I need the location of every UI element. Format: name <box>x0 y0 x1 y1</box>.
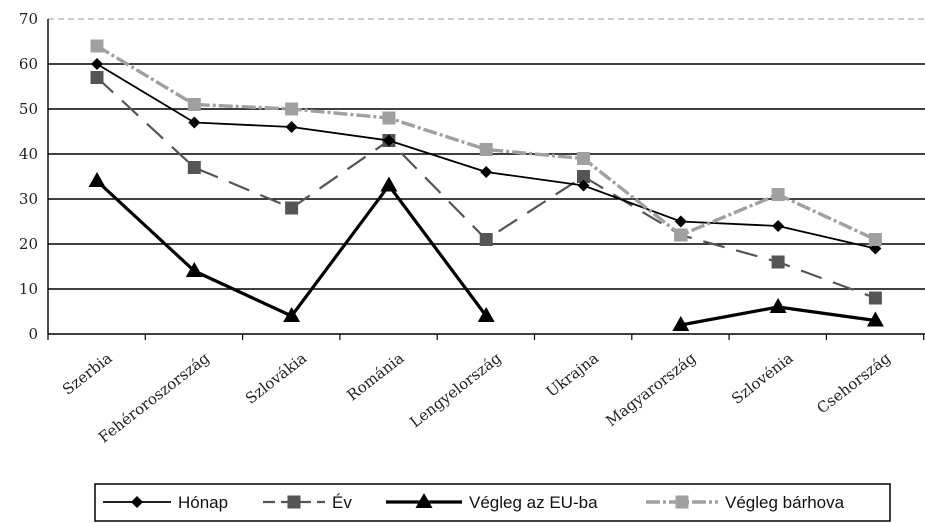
x-tick-label: Szlovákia <box>242 349 310 408</box>
data-point <box>287 495 301 509</box>
x-tick-label: Szlovénia <box>728 349 796 408</box>
data-point <box>479 233 493 246</box>
data-point <box>285 201 299 215</box>
data-point <box>672 316 690 331</box>
data-point <box>91 58 103 70</box>
data-point <box>674 215 687 228</box>
x-tick-label: Csehország <box>813 349 894 418</box>
legend-label: Hónap <box>178 493 228 512</box>
x-tick-label: Lengyelország <box>406 349 505 432</box>
y-tick-label: 60 <box>19 55 38 73</box>
data-point <box>675 495 689 509</box>
series-line <box>96 76 876 300</box>
data-point <box>131 496 143 508</box>
y-tick-label: 40 <box>19 145 38 163</box>
series-line <box>95 179 488 318</box>
data-point <box>90 71 104 84</box>
series-line <box>96 44 877 242</box>
legend-item: Év <box>263 493 352 512</box>
y-tick-label: 10 <box>19 280 38 298</box>
legend-item: Végleg bárhova <box>646 493 845 512</box>
data-point <box>380 176 398 192</box>
y-tick-label: 50 <box>19 100 38 118</box>
data-point <box>866 311 884 327</box>
data-point <box>285 121 298 133</box>
data-point <box>577 152 590 165</box>
data-point <box>674 228 688 242</box>
legend-item: Végleg az EU-ba <box>386 493 598 512</box>
series-layer <box>88 39 884 331</box>
y-tick-label: 70 <box>19 10 38 28</box>
data-point <box>285 102 299 116</box>
legend: Hónap Év Végleg az EU-ba Végleg bárhova <box>94 483 891 522</box>
data-point <box>382 134 395 147</box>
data-point <box>88 172 106 187</box>
data-point <box>479 143 493 156</box>
data-point <box>187 161 201 174</box>
data-point <box>185 262 203 277</box>
data-point <box>90 39 104 53</box>
data-point <box>477 307 495 322</box>
x-tick-label: Magyarország <box>602 349 699 430</box>
y-tick-label: 0 <box>28 325 38 343</box>
data-point <box>771 188 785 201</box>
data-point <box>283 307 301 322</box>
x-tick-label: Románia <box>344 349 408 404</box>
data-point <box>868 233 882 246</box>
series-line <box>96 63 876 250</box>
series-végleg-az-eu-ba <box>88 172 884 331</box>
data-point <box>771 255 785 269</box>
y-tick-label: 30 <box>19 190 38 208</box>
data-point <box>577 170 590 183</box>
data-point <box>415 493 433 508</box>
data-point <box>382 111 396 125</box>
data-point <box>187 98 201 111</box>
series-végleg-bárhova <box>90 39 882 246</box>
data-point <box>772 220 785 232</box>
legend-item: Hónap <box>103 493 228 512</box>
data-point <box>577 179 590 192</box>
x-tick-label: Szerbia <box>59 349 115 399</box>
data-point <box>188 116 201 129</box>
series-hónap <box>91 58 882 255</box>
data-point <box>868 291 882 305</box>
data-point <box>769 298 787 313</box>
y-tick-label: 20 <box>19 235 38 253</box>
y-axis-ticks: 0 10 20 30 40 50 60 70 <box>19 10 38 343</box>
data-point <box>480 166 493 178</box>
legend-box <box>94 483 891 522</box>
legend-label: Végleg bárhova <box>725 493 845 512</box>
legend-label: Év <box>332 493 352 512</box>
x-tick-label: Ukrajna <box>543 349 602 401</box>
legend-label: Végleg az EU-ba <box>469 493 598 512</box>
